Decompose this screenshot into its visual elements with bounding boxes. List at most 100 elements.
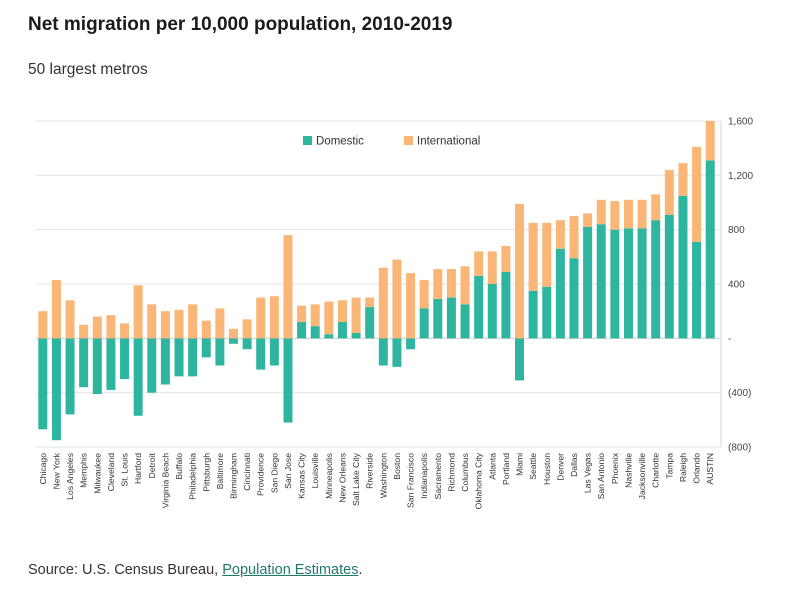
x-tick-label: Washington — [378, 453, 388, 498]
bar-international — [297, 305, 307, 323]
x-tick-label: St. Louis — [120, 453, 130, 486]
bar-international — [133, 285, 143, 339]
bar-international — [324, 301, 334, 335]
bar-domestic — [269, 338, 279, 366]
bar-domestic — [678, 195, 688, 339]
bar-domestic — [419, 308, 429, 339]
x-tick-label: Jacksonville — [637, 453, 647, 500]
bar-domestic — [637, 228, 647, 339]
bar-international — [283, 235, 293, 339]
y-tick-label: (400) — [728, 388, 751, 399]
bar-international — [65, 300, 75, 339]
x-tick-label: Raleigh — [678, 453, 688, 482]
bar-international — [215, 308, 225, 339]
x-tick-label: AUSTIN — [705, 453, 715, 485]
bar-international — [610, 201, 620, 230]
bar-international — [637, 199, 647, 229]
bar-domestic — [406, 338, 416, 350]
bar-international — [583, 213, 593, 227]
chart-title: Net migration per 10,000 population, 201… — [28, 14, 453, 35]
bar-domestic — [446, 297, 456, 339]
x-tick-label: Kansas City — [297, 452, 307, 499]
bar-international — [515, 203, 525, 339]
bar-international — [623, 199, 633, 229]
x-tick-label: Salt Lake City — [351, 452, 361, 506]
bar-international — [392, 259, 402, 339]
x-tick-label: Las Vegas — [583, 453, 593, 493]
x-tick-label: Memphis — [79, 453, 89, 488]
bar-domestic — [351, 332, 361, 339]
bar-domestic — [147, 338, 157, 393]
bar-domestic — [692, 241, 702, 339]
bar-international — [188, 304, 198, 339]
bar-international — [542, 222, 552, 287]
bar-domestic — [460, 304, 470, 339]
bar-international — [269, 296, 279, 339]
bar-international — [378, 267, 388, 339]
x-tick-label: Phoenix — [610, 452, 620, 484]
x-tick-label: Virginia Beach — [160, 453, 170, 508]
x-tick-label: Buffalo — [174, 453, 184, 480]
x-tick-label: Atlanta — [487, 453, 497, 480]
legend-swatch-domestic — [303, 136, 312, 145]
bar-international — [256, 297, 266, 339]
bar-domestic — [610, 229, 620, 339]
x-tick-label: Birmingham — [228, 453, 238, 499]
bar-domestic — [65, 338, 75, 415]
bar-international — [692, 146, 702, 242]
bar-international — [201, 320, 211, 339]
population-estimates-link[interactable]: Population Estimates — [222, 562, 359, 578]
bar-international — [555, 220, 565, 249]
bar-domestic — [528, 290, 538, 339]
bar-domestic — [623, 228, 633, 339]
bar-international — [474, 251, 484, 276]
x-tick-label: San Diego — [269, 453, 279, 493]
source-suffix: . — [358, 562, 363, 578]
x-tick-label: Minneapolis — [324, 453, 334, 499]
legend: Domestic International — [303, 136, 480, 148]
y-tick-label: (800) — [728, 443, 751, 454]
bar-domestic — [242, 338, 252, 350]
source-note: Source: U.S. Census Bureau, Population E… — [28, 562, 363, 578]
x-tick-label: Columbus — [460, 453, 470, 492]
bar-domestic — [256, 338, 266, 370]
bar-domestic — [310, 326, 320, 339]
legend-label-international: International — [417, 136, 480, 148]
x-tick-label: Hartford — [133, 453, 143, 484]
bar-international — [596, 199, 606, 225]
y-tick-label: 800 — [728, 225, 745, 236]
bar-international — [460, 266, 470, 305]
bar-domestic — [433, 298, 443, 339]
bar-domestic — [297, 322, 307, 339]
x-tick-label: Nashville — [623, 453, 633, 488]
bar-international — [174, 309, 184, 339]
y-tick-label: 1,200 — [728, 171, 753, 182]
bar-domestic — [79, 338, 89, 388]
bar-domestic — [215, 338, 225, 366]
x-tick-label: New Orleans — [337, 453, 347, 503]
bar-domestic — [51, 338, 61, 441]
x-tick-label: Providence — [256, 453, 266, 496]
bar-international — [406, 273, 416, 339]
x-tick-label: Tampa — [664, 453, 674, 479]
x-tick-label: San Francisco — [406, 453, 416, 508]
bar-international — [651, 194, 661, 221]
bar-domestic — [651, 220, 661, 339]
bar-international — [228, 328, 238, 339]
x-axis-labels: Chicago New York Los Angeles Memphis Milwauk… — [38, 452, 715, 509]
bar-domestic — [487, 284, 497, 339]
y-tick-label: 1,600 — [728, 117, 753, 128]
bar-domestic — [106, 338, 116, 390]
bar-international — [419, 279, 429, 309]
x-tick-label: Seattle — [528, 453, 538, 480]
bar-international — [147, 304, 157, 339]
x-tick-label: Dallas — [569, 453, 579, 477]
bar-domestic — [555, 248, 565, 339]
bar-domestic — [337, 322, 347, 339]
x-tick-label: Pittsburgh — [201, 453, 211, 492]
legend-swatch-international — [404, 136, 413, 145]
x-tick-label: Houston — [542, 453, 552, 485]
x-tick-label: Riverside — [365, 453, 375, 489]
bar-domestic — [92, 338, 102, 395]
